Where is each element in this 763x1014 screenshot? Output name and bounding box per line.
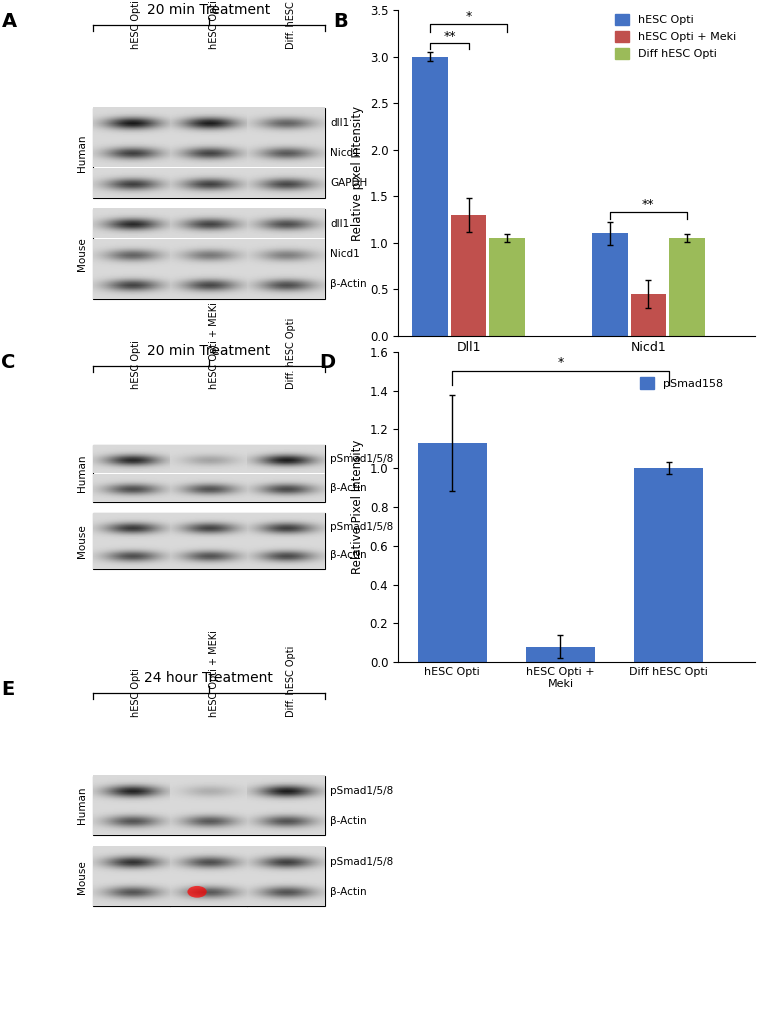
Bar — [631, 294, 666, 336]
Text: hESC Opti + MEKi: hESC Opti + MEKi — [209, 0, 219, 50]
Text: Nicd1: Nicd1 — [330, 148, 360, 158]
Text: hESC Opti: hESC Opti — [131, 668, 141, 717]
Text: β-Actin: β-Actin — [330, 483, 367, 493]
Bar — [92, 209, 325, 299]
Text: Mouse: Mouse — [77, 237, 87, 271]
Legend: hESC Opti, hESC Opti + Meki, Diff hESC Opti: hESC Opti, hESC Opti + Meki, Diff hESC O… — [611, 9, 740, 64]
Text: dll1: dll1 — [330, 118, 349, 128]
Text: β-Actin: β-Actin — [330, 551, 367, 561]
Bar — [92, 847, 325, 907]
Text: dll1: dll1 — [330, 219, 349, 229]
Text: Mouse: Mouse — [77, 524, 87, 558]
Text: pSmad1/5/8: pSmad1/5/8 — [330, 857, 394, 867]
Text: hESC Opti: hESC Opti — [131, 0, 141, 50]
Text: *: * — [465, 10, 472, 23]
Legend: pSmad158: pSmad158 — [636, 373, 727, 393]
Bar — [592, 233, 628, 336]
Text: E: E — [2, 679, 14, 699]
Bar — [526, 647, 595, 662]
Bar — [451, 215, 486, 336]
Text: A: A — [2, 12, 17, 30]
Bar — [92, 445, 325, 502]
Bar — [92, 107, 325, 198]
Text: Human: Human — [77, 454, 87, 492]
Y-axis label: Relative Pixel Intensity: Relative Pixel Intensity — [351, 440, 364, 574]
Bar — [669, 238, 704, 336]
Text: 20 min Treatment: 20 min Treatment — [147, 3, 270, 16]
Text: B: B — [333, 12, 349, 30]
Text: Human: Human — [77, 134, 87, 171]
Text: hESC Opti: hESC Opti — [131, 341, 141, 389]
Bar — [634, 468, 703, 662]
Text: D: D — [320, 354, 336, 372]
Text: **: ** — [642, 198, 655, 211]
Text: hESC Opti + MEKi: hESC Opti + MEKi — [209, 302, 219, 389]
Text: Mouse: Mouse — [77, 860, 87, 893]
Text: GAPDH: GAPDH — [330, 178, 368, 189]
Bar — [490, 238, 525, 336]
Bar — [413, 57, 448, 336]
Bar — [417, 443, 487, 662]
Text: pSmad1/5/8: pSmad1/5/8 — [330, 521, 394, 531]
Text: 24 hour Treatment: 24 hour Treatment — [144, 670, 273, 684]
Text: pSmad1/5/8: pSmad1/5/8 — [330, 454, 394, 464]
Text: Diff. hESC Opti: Diff. hESC Opti — [286, 317, 296, 389]
Text: *: * — [557, 356, 564, 369]
Text: hESC Opti + MEKi: hESC Opti + MEKi — [209, 631, 219, 717]
Text: Human: Human — [77, 787, 87, 824]
Text: **: ** — [443, 29, 456, 43]
Y-axis label: Relative pixel Intensity: Relative pixel Intensity — [351, 105, 364, 240]
Text: β-Actin: β-Actin — [330, 280, 367, 289]
Text: Nicd1: Nicd1 — [330, 249, 360, 260]
Text: β-Actin: β-Actin — [330, 887, 367, 896]
Ellipse shape — [188, 886, 207, 897]
Text: Diff. hESC Opti: Diff. hESC Opti — [286, 646, 296, 717]
Text: β-Actin: β-Actin — [330, 816, 367, 825]
Text: 20 min Treatment: 20 min Treatment — [147, 344, 270, 358]
Text: pSmad1/5/8: pSmad1/5/8 — [330, 786, 394, 796]
Bar — [92, 776, 325, 836]
Text: Diff. hESC Opti: Diff. hESC Opti — [286, 0, 296, 50]
Text: C: C — [2, 354, 16, 372]
Bar — [92, 513, 325, 569]
